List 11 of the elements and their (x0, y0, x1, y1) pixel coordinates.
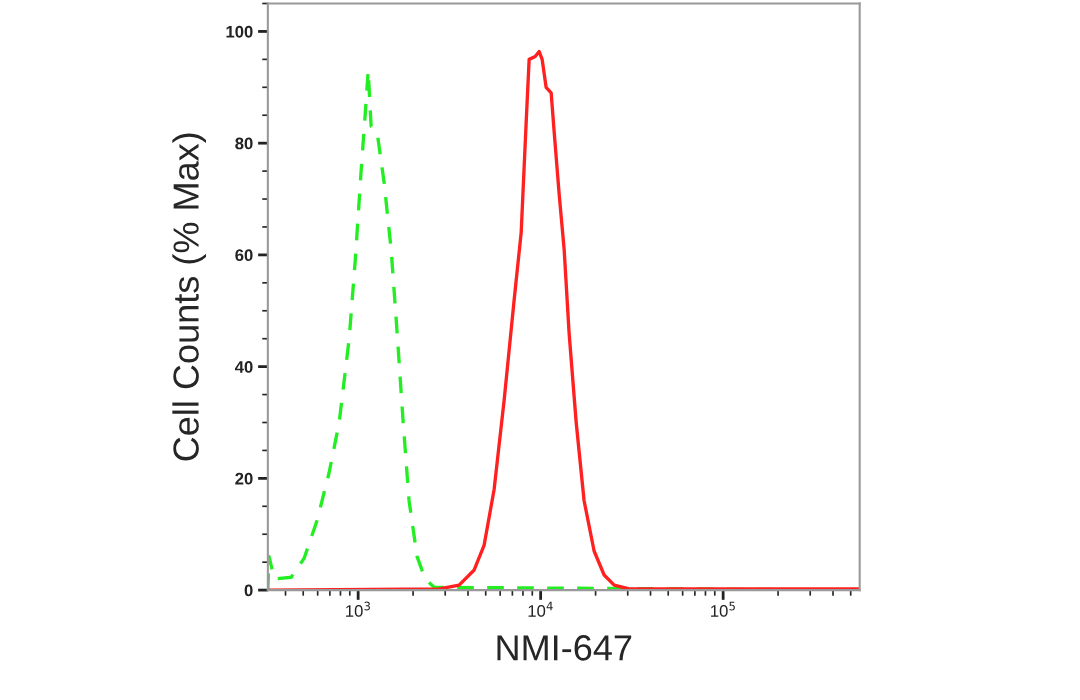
y-tick-label: 20 (235, 472, 253, 485)
y-tick-label: 80 (235, 137, 253, 150)
y-tick-label: 100 (226, 25, 253, 38)
y-axis-title: Cell Counts (% Max) (172, 133, 206, 461)
y-tick-label: 40 (234, 361, 253, 373)
y-tick-label: 60 (235, 249, 253, 262)
x-tick-label: 10$^{3}$ (346, 601, 370, 617)
x-axis-title: NMI-647 (497, 635, 632, 661)
x-tick-label: 10$^{4}$ (528, 601, 553, 617)
x-tick-label: 10$^{5}$ (711, 601, 735, 617)
y-tick-label: 0 (244, 584, 253, 597)
